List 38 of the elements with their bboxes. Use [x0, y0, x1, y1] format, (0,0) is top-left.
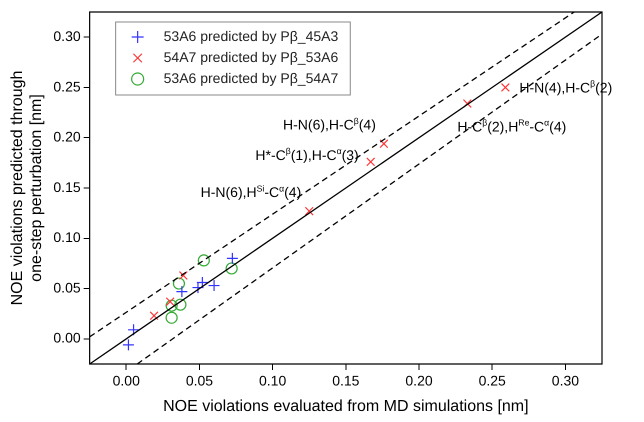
- point: [166, 312, 178, 324]
- y-tick-label: 0.25: [53, 78, 81, 94]
- point: [226, 252, 238, 264]
- point: [166, 297, 175, 306]
- x-tick-label: 0.25: [478, 372, 506, 388]
- x-tick-label: 0.05: [186, 372, 214, 388]
- point: [150, 311, 159, 320]
- legend-label: 54A7 predicted by Pβ_53A6: [164, 48, 338, 65]
- point: [176, 285, 188, 298]
- y-tick-label: 0.00: [53, 330, 81, 346]
- y-tick-label: 0.05: [53, 279, 81, 296]
- legend-label: 53A6 predicted by Pβ_45A3: [164, 28, 338, 44]
- point: [366, 157, 376, 166]
- x-axis-title: NOE violations evaluated from MD simulations [nm]: [163, 398, 529, 415]
- point: [166, 300, 178, 312]
- x-tick-label: 0.15: [332, 372, 360, 388]
- point: [500, 82, 510, 92]
- x-tick-label: 0.30: [552, 372, 580, 388]
- point: [379, 139, 388, 148]
- y-axis-title: NOE violations predicted through one-step perturbation [nm]: [9, 70, 46, 306]
- point: [178, 271, 188, 280]
- point: [172, 277, 186, 290]
- y-tick-label: 0.20: [53, 128, 81, 145]
- y-tick-label: 0.30: [53, 28, 81, 44]
- point: [122, 338, 135, 351]
- y-tick-label: 0.15: [53, 178, 81, 195]
- point: [226, 262, 238, 275]
- point: [208, 279, 220, 292]
- point: [127, 324, 140, 336]
- x-tick-label: 0.00: [112, 372, 140, 388]
- point: [304, 206, 314, 216]
- legend-label: 53A6 predicted by Pβ_54A7: [164, 70, 338, 86]
- point: [174, 298, 187, 311]
- point: [198, 254, 210, 267]
- y-tick-label: 0.10: [53, 229, 81, 246]
- x-tick-label: 0.10: [259, 372, 286, 388]
- x-tick-label: 0.20: [405, 372, 433, 388]
- point: [462, 99, 472, 108]
